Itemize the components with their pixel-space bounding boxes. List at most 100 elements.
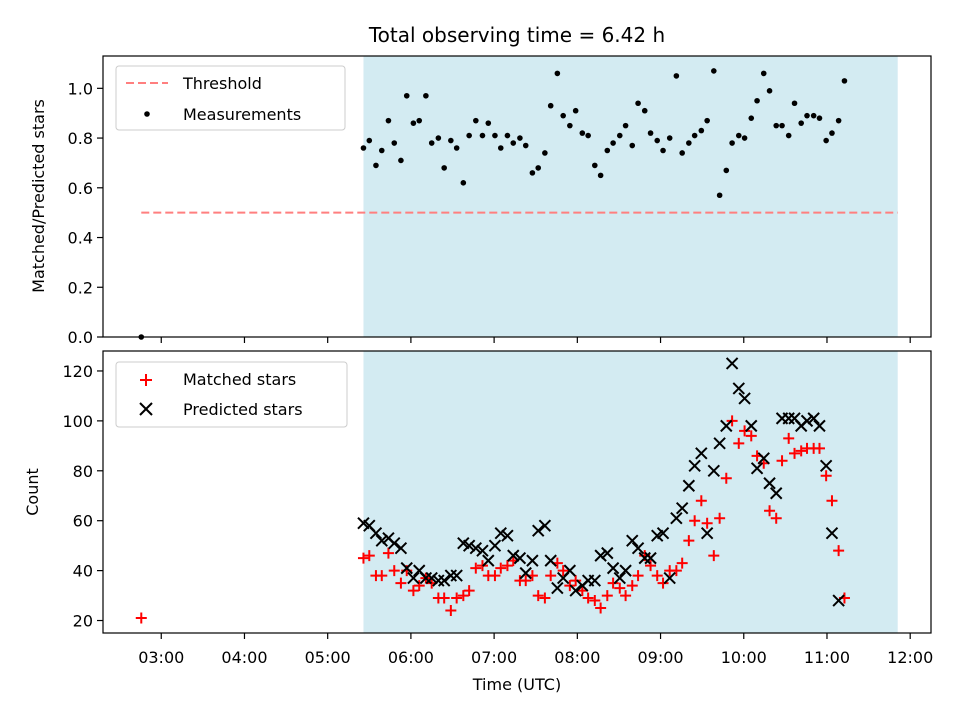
measurement-point	[711, 68, 717, 74]
legend-threshold: Threshold	[182, 74, 262, 93]
measurement-point	[673, 73, 680, 79]
measurement-point	[610, 140, 616, 146]
measurement-point	[535, 165, 542, 171]
measurement-point	[398, 157, 404, 164]
matched-point	[501, 560, 513, 572]
predicted-point	[563, 564, 577, 577]
legend-predicted-stars: Predicted stars	[183, 400, 303, 419]
predicted-point	[807, 412, 820, 425]
x-tick-label: 03:00	[138, 648, 184, 667]
matched-point	[720, 472, 732, 484]
x-tick-label: 05:00	[305, 648, 351, 667]
measurement-point	[560, 112, 566, 119]
predicted-point	[750, 462, 764, 475]
measurement-point	[823, 137, 829, 144]
x-tick-label: 06:00	[388, 648, 434, 667]
y-tick-label: 0.0	[68, 328, 93, 347]
y-tick-label: 100	[62, 412, 93, 431]
matched-point	[745, 430, 757, 442]
matched-point	[826, 495, 838, 507]
measurement-point	[423, 92, 429, 99]
predicted-point	[782, 412, 795, 425]
measurement-point	[428, 140, 435, 146]
matched-point	[776, 455, 788, 467]
matched-point	[657, 577, 669, 589]
x-tick-label: 07:00	[471, 648, 517, 667]
matched-point	[570, 575, 582, 587]
predicted-point	[400, 561, 413, 575]
predicted-point	[695, 447, 708, 460]
y-tick-label: 1.0	[68, 79, 93, 98]
measurement-point	[479, 132, 486, 139]
predicted-point	[507, 549, 520, 562]
measurement-point	[816, 115, 823, 121]
matched-point	[689, 515, 701, 527]
matched-point	[683, 535, 695, 547]
matched-point	[438, 592, 450, 604]
measurement-point	[485, 120, 492, 126]
matched-point	[695, 495, 707, 507]
measurement-point	[785, 132, 792, 139]
measurement-point	[773, 122, 780, 129]
matched-point	[783, 432, 795, 444]
predicted-point	[538, 519, 552, 532]
matched-point	[445, 605, 457, 617]
matched-point	[764, 505, 776, 517]
predicted-point	[832, 594, 845, 607]
x-tick-label: 11:00	[804, 648, 850, 667]
x-tick-label: 09:00	[637, 648, 683, 667]
bottom-axes-frame	[102, 350, 932, 634]
measurement-point	[666, 135, 673, 141]
measurement-point	[554, 70, 561, 77]
predicted-point	[757, 452, 770, 465]
matched-point	[582, 592, 594, 604]
top-x-ticks	[160, 337, 911, 343]
predicted-points	[357, 357, 845, 607]
bottom-legend-box	[115, 361, 348, 428]
predicted-point	[720, 419, 733, 433]
predicted-point	[656, 526, 670, 540]
y-tick-label: 0.6	[68, 179, 93, 198]
predicted-point	[713, 437, 726, 450]
matched-point	[614, 582, 626, 594]
measurement-point	[604, 147, 611, 154]
matched-point	[595, 602, 607, 614]
predicted-point	[419, 571, 433, 585]
predicted-point	[569, 584, 582, 597]
matched-point	[708, 550, 720, 562]
observing-span-top	[363, 56, 898, 337]
matched-point	[789, 447, 801, 459]
measurement-point	[779, 122, 785, 129]
predicted-point	[763, 477, 776, 490]
matched-point	[489, 570, 501, 582]
measurement-point	[635, 100, 641, 107]
measurement-point	[704, 117, 710, 124]
matched-point	[589, 595, 601, 607]
predicted-point	[606, 561, 620, 575]
matched-point	[645, 560, 657, 572]
matched-point	[632, 570, 644, 582]
measurement-point	[829, 130, 835, 136]
predicted-point	[675, 502, 689, 515]
predicted-point	[732, 382, 745, 395]
y-tick-label: 0.8	[68, 129, 93, 148]
matched-point	[382, 547, 394, 559]
predicted-point	[631, 541, 645, 555]
measurement-point	[385, 117, 392, 124]
y-tick-label: 60	[73, 512, 93, 531]
predicted-point	[494, 526, 507, 540]
measurement-points	[138, 68, 848, 340]
predicted-point	[513, 551, 527, 565]
measurement-point	[579, 130, 586, 136]
predicted-point	[469, 541, 483, 555]
measurement-point	[366, 137, 373, 144]
chart-title: Total observing time = 6.42 h	[368, 23, 665, 47]
bottom-x-ticks: 03:00 04:00 05:00 06:00 07:00 08:00 09:00 10:00…	[138, 633, 933, 667]
predicted-point	[444, 569, 458, 582]
matched-point	[739, 425, 751, 437]
measurement-point	[660, 147, 666, 154]
predicted-point	[663, 571, 676, 585]
matched-point	[388, 565, 400, 577]
measurement-point	[378, 147, 385, 154]
matched-point	[833, 545, 845, 557]
